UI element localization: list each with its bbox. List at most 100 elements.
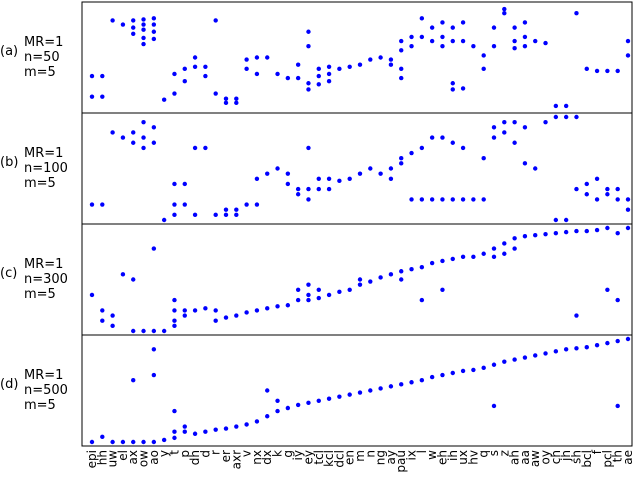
point <box>120 439 126 445</box>
point <box>522 125 528 130</box>
point <box>625 225 631 231</box>
point <box>543 231 548 237</box>
point <box>213 318 218 323</box>
point <box>89 94 95 99</box>
point <box>574 228 579 234</box>
point <box>234 212 239 218</box>
point <box>141 328 146 334</box>
x-tick-label: pcl <box>600 450 614 468</box>
point <box>450 256 455 262</box>
point <box>450 87 455 92</box>
point <box>244 310 249 315</box>
x-tick-label: y <box>157 450 171 457</box>
point <box>306 186 311 192</box>
point <box>615 68 620 74</box>
point <box>203 73 208 79</box>
point <box>584 66 589 72</box>
point <box>615 403 620 409</box>
point <box>182 313 187 318</box>
point <box>131 18 136 23</box>
point <box>182 429 187 434</box>
point <box>89 202 95 207</box>
point <box>450 81 455 86</box>
point <box>378 386 383 391</box>
point <box>594 342 600 348</box>
point <box>440 20 445 25</box>
point <box>399 161 404 166</box>
point <box>399 66 404 72</box>
point <box>625 336 631 342</box>
point <box>533 38 538 44</box>
point <box>347 64 352 69</box>
point <box>223 212 229 218</box>
point <box>615 230 620 236</box>
point <box>306 297 311 303</box>
point <box>182 78 187 84</box>
point <box>533 233 538 238</box>
panel-frame <box>81 112 633 225</box>
point <box>399 156 404 161</box>
point <box>295 75 301 81</box>
point <box>254 55 260 60</box>
point <box>141 439 146 445</box>
point <box>172 435 177 441</box>
point <box>120 135 126 140</box>
point <box>563 217 569 223</box>
point <box>533 353 538 358</box>
point <box>316 82 321 87</box>
point <box>182 202 187 207</box>
point <box>491 43 497 49</box>
point <box>265 414 270 419</box>
point <box>120 272 126 277</box>
point <box>337 289 342 295</box>
point <box>368 57 373 62</box>
point <box>378 275 383 280</box>
point <box>357 171 363 176</box>
x-tick-label: en <box>343 450 357 465</box>
point <box>306 43 311 49</box>
point <box>110 130 115 135</box>
point <box>254 419 260 424</box>
x-tick-label: eh <box>435 450 449 465</box>
panel-annotation: MR=1 <box>24 368 63 383</box>
point <box>368 279 373 284</box>
point <box>141 17 146 22</box>
point <box>182 308 187 313</box>
point <box>450 38 455 44</box>
point <box>306 197 311 202</box>
point <box>481 251 486 256</box>
point <box>223 96 229 101</box>
point <box>172 308 177 313</box>
x-tick-label: ix <box>405 450 419 460</box>
point <box>213 427 218 432</box>
point <box>471 254 476 260</box>
point <box>563 114 569 120</box>
panel-annotation: MR=1 <box>24 257 63 272</box>
x-tick-label: m <box>353 450 367 462</box>
point <box>625 197 631 202</box>
point <box>172 71 177 77</box>
point <box>368 388 373 393</box>
point <box>388 57 394 62</box>
x-tick-label: sh <box>569 450 583 464</box>
point <box>460 86 466 91</box>
point <box>522 43 528 49</box>
point <box>450 25 455 30</box>
point <box>265 171 270 176</box>
point <box>275 304 280 309</box>
point <box>553 103 559 109</box>
point <box>512 46 517 51</box>
point <box>337 66 342 72</box>
point <box>316 66 321 72</box>
point <box>502 359 507 364</box>
point <box>161 217 167 223</box>
point <box>594 227 600 233</box>
point <box>265 55 270 60</box>
point <box>419 297 425 303</box>
point <box>203 306 208 311</box>
x-tick-label: pau <box>394 450 408 473</box>
point <box>450 140 455 145</box>
x-tick-label: iy <box>291 450 305 460</box>
x-tick-label: epi <box>85 450 99 468</box>
point <box>491 362 497 367</box>
